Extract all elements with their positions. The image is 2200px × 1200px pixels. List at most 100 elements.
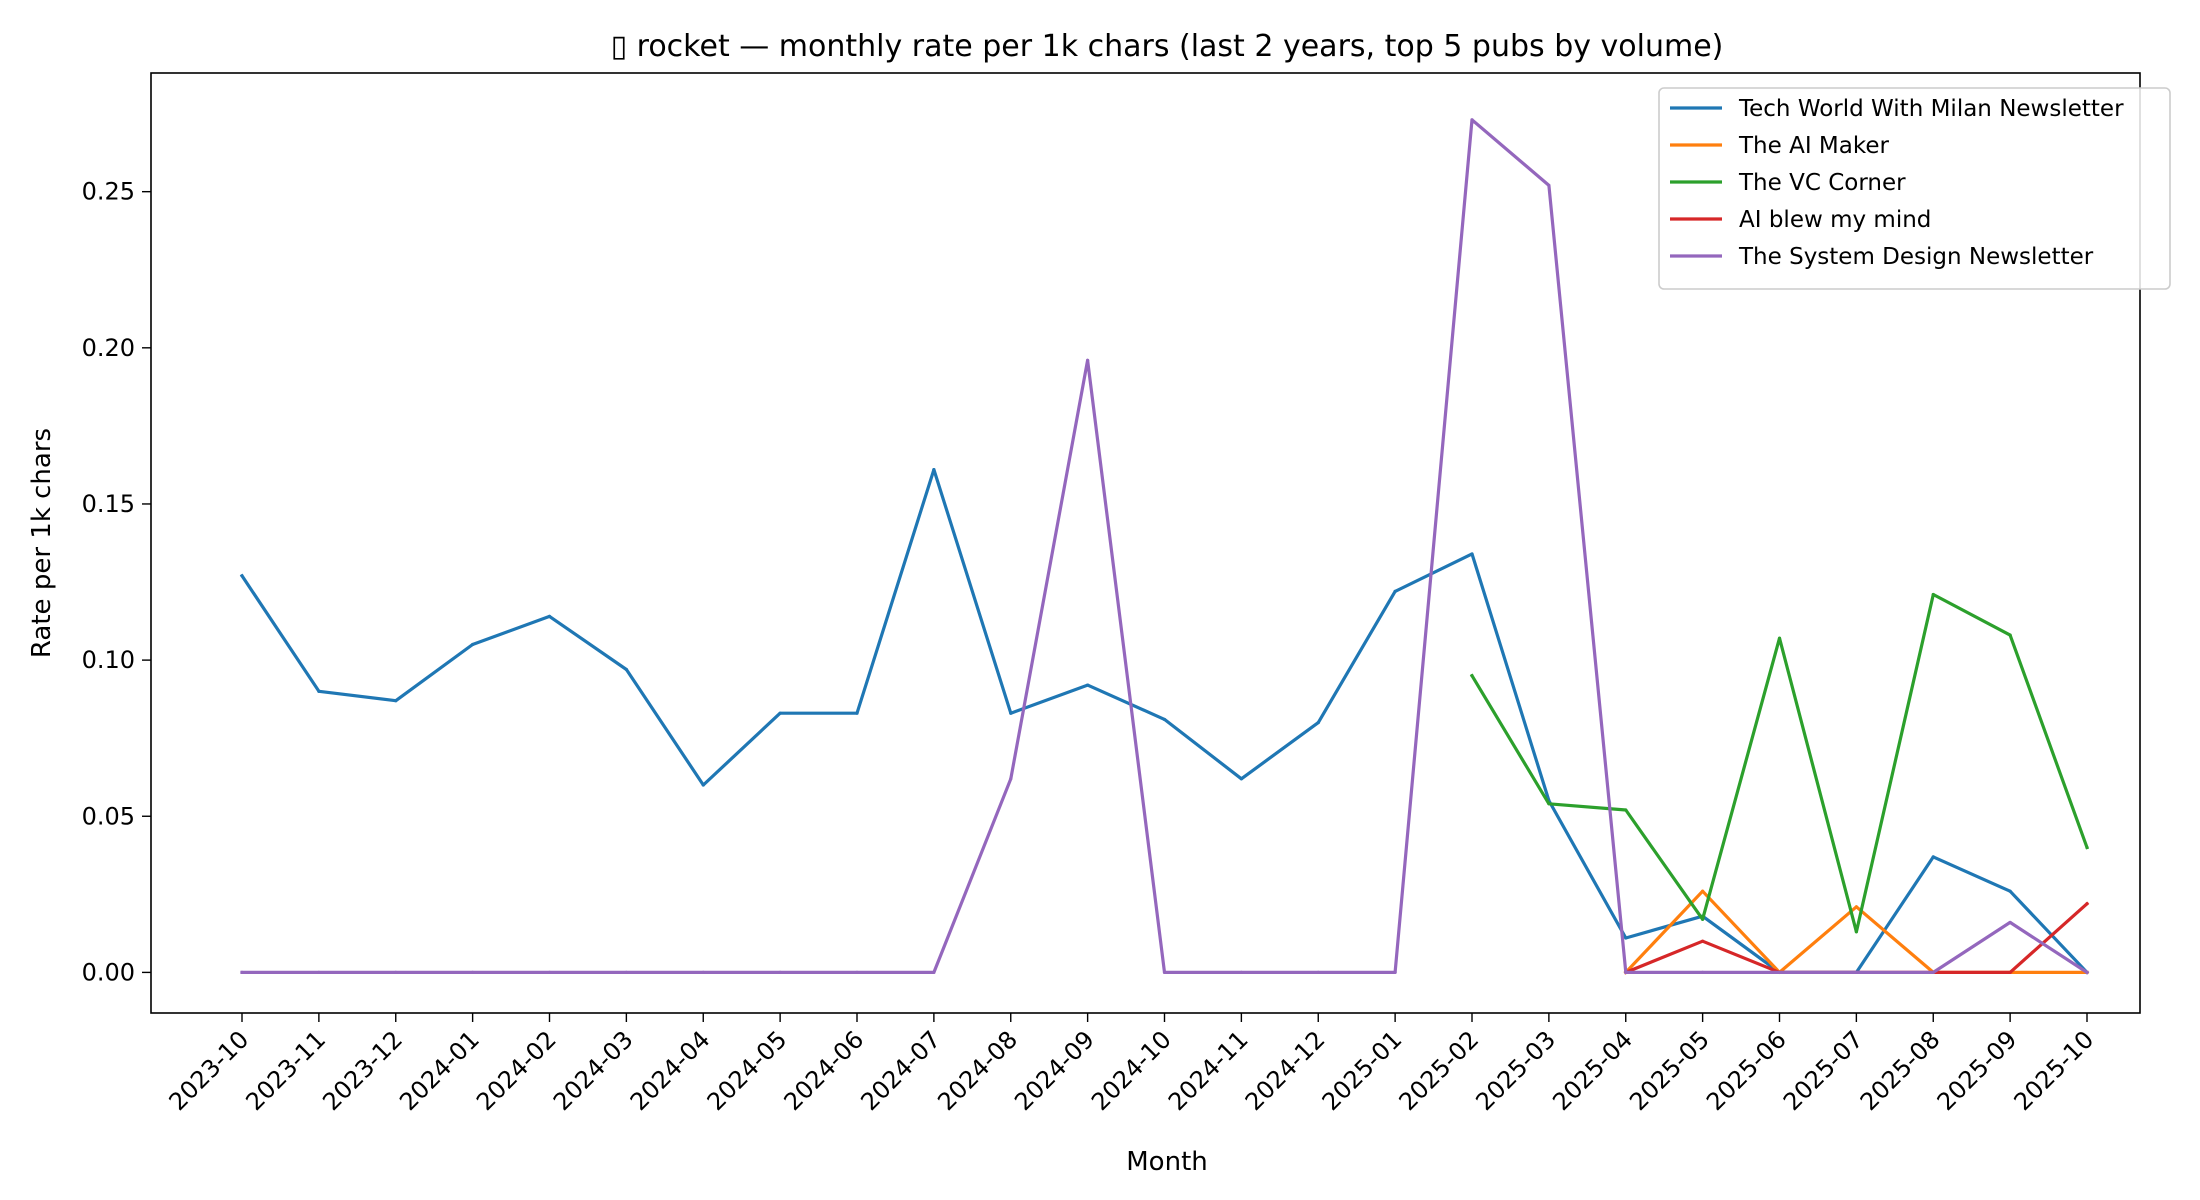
data-point — [2085, 902, 2089, 906]
data-point — [547, 614, 552, 618]
legend-item: Tech World With Milan Newsletter — [1670, 96, 2124, 122]
data-point — [1931, 592, 1935, 597]
data-point — [1393, 589, 1397, 594]
x-tick-label: 2024-09 — [1009, 1025, 1100, 1116]
legend-label: AI blew my mind — [1739, 207, 1931, 233]
data-point — [1239, 970, 1243, 975]
y-tick-label: 0.25 — [82, 178, 135, 206]
data-point — [1547, 183, 1551, 188]
data-point — [1854, 930, 1858, 934]
series-line — [1623, 901, 2090, 975]
data-point — [1009, 711, 1013, 715]
series-tech-world-with-milan-newsletter — [239, 468, 2090, 975]
plot-frame — [150, 72, 2141, 1014]
x-tick-label: 2024-03 — [548, 1025, 639, 1116]
x-tick-label: 2024-06 — [779, 1025, 870, 1116]
data-point — [394, 699, 398, 703]
legend-item: The VC Corner — [1670, 170, 1906, 196]
data-point — [2008, 889, 2012, 893]
data-point — [1777, 636, 1782, 640]
data-point — [932, 970, 936, 975]
legend: Tech World With Milan Newsletter The AI M… — [1658, 87, 2171, 290]
data-point — [1239, 777, 1243, 781]
data-point — [1162, 970, 1167, 975]
data-point — [471, 642, 475, 647]
y-tick-label: 0.10 — [82, 646, 135, 674]
data-point — [1470, 118, 1474, 122]
data-point — [1624, 808, 1628, 812]
x-tick-label: 2024-12 — [1240, 1025, 1331, 1116]
plot-area — [150, 72, 2141, 1014]
data-point — [2008, 920, 2012, 925]
data-point — [701, 783, 705, 787]
data-point — [1701, 889, 1705, 893]
chart-title: ▯ rocket — monthly rate per 1k chars (la… — [611, 29, 1724, 64]
legend-label: The System Design Newsletter — [1738, 244, 2094, 270]
x-axis-label: Month — [1126, 1147, 1208, 1177]
x-tick-label: 2024-08 — [932, 1025, 1023, 1116]
data-point — [1009, 777, 1013, 781]
data-point — [1086, 683, 1090, 687]
data-point — [1701, 917, 1705, 921]
x-tick-label: 2025-07 — [1778, 1025, 1869, 1116]
data-point — [1470, 674, 1474, 678]
data-point — [1470, 552, 1474, 556]
data-point — [624, 970, 628, 975]
data-point — [2085, 970, 2089, 975]
legend-item: The System Design Newsletter — [1670, 244, 2094, 270]
data-point — [932, 468, 936, 472]
data-point — [1086, 358, 1090, 362]
y-tick-label: 0.20 — [82, 334, 135, 362]
legend-label: The VC Corner — [1738, 170, 1906, 196]
y-axis: 0.00 0.05 0.10 0.15 0.20 0.25 — [82, 178, 151, 986]
y-tick-label: 0.00 — [82, 958, 135, 986]
data-point — [778, 970, 782, 975]
data-point — [471, 970, 475, 975]
x-tick-label: 2024-07 — [855, 1025, 946, 1116]
x-tick-label: 2023-11 — [240, 1025, 331, 1116]
data-point — [701, 970, 705, 975]
x-tick-label: 2025-08 — [1855, 1025, 1946, 1116]
x-tick-label: 2024-11 — [1163, 1025, 1254, 1116]
data-point — [2008, 633, 2012, 637]
data-point — [1854, 970, 1858, 975]
x-tick-label: 2024-05 — [702, 1025, 793, 1116]
data-point — [1547, 802, 1551, 806]
legend-item: The AI Maker — [1670, 133, 1890, 159]
series-the-vc-corner — [1469, 592, 2090, 934]
y-tick-label: 0.15 — [82, 490, 135, 518]
x-tick-label: 2025-05 — [1624, 1025, 1715, 1116]
data-point — [394, 970, 398, 975]
data-point — [778, 711, 782, 715]
x-tick-label: 2025-03 — [1470, 1025, 1561, 1116]
x-tick-label: 2023-12 — [317, 1025, 408, 1116]
x-tick-label: 2023-10 — [164, 1025, 255, 1116]
x-axis: 2023-102023-112023-122024-012024-022024-… — [164, 1013, 2100, 1116]
legend-label: The AI Maker — [1738, 133, 1890, 159]
data-point — [1316, 720, 1320, 725]
data-point — [624, 667, 628, 672]
y-tick-label: 0.05 — [82, 802, 135, 830]
x-tick-label: 2025-10 — [2009, 1025, 2100, 1116]
data-point — [855, 711, 859, 715]
data-point — [1931, 970, 1935, 975]
legend-box — [1658, 87, 2171, 290]
x-tick-label: 2024-04 — [625, 1025, 716, 1116]
x-tick-label: 2024-01 — [394, 1025, 485, 1116]
series-the-system-design-newsletter — [240, 118, 2090, 975]
data-point — [1701, 970, 1705, 975]
x-tick-label: 2024-10 — [1086, 1025, 1177, 1116]
x-tick-label: 2025-09 — [1932, 1025, 2023, 1116]
data-point — [1931, 855, 1935, 859]
series-ai-blew-my-mind — [1623, 901, 2090, 975]
legend-label: Tech World With Milan Newsletter — [1738, 96, 2124, 122]
data-point — [1316, 970, 1320, 975]
data-point — [1393, 970, 1397, 975]
legend-item: AI blew my mind — [1670, 207, 1931, 233]
x-tick-label: 2025-01 — [1317, 1025, 1408, 1116]
x-tick-label: 2025-06 — [1701, 1025, 1792, 1116]
data-point — [1162, 717, 1167, 722]
x-tick-label: 2024-02 — [471, 1025, 562, 1116]
